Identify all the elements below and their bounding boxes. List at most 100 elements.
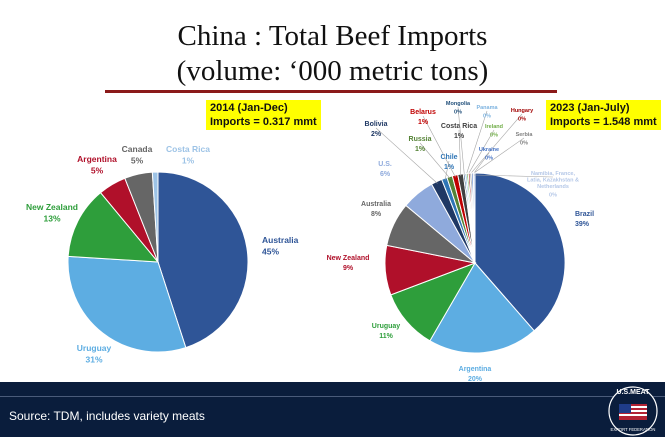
leader-line-serbia <box>470 137 525 176</box>
slice-pct-russia: 1% <box>415 146 426 153</box>
slice-label-text: Serbia <box>516 132 534 138</box>
slice-label-text: Argentina <box>459 366 492 373</box>
pie-slice-brazil <box>474 172 566 332</box>
slice-label-belarus: Belarus 1% <box>410 109 436 126</box>
chart-2014-period: 2014 (Jan-Dec) <box>210 102 288 114</box>
slice-pct-argentina: 20% <box>468 376 483 382</box>
pie-2023: Brazil 39% Argentina 20% Uruguay 11% New Zeala… <box>327 101 595 382</box>
slice-label-text: Uruguay <box>77 343 112 353</box>
slice-label-text: Canada <box>122 144 153 154</box>
slice-label-hungary: Hungary 0% <box>511 108 534 123</box>
leader-line-hungary <box>469 113 523 176</box>
leader-line-ukraine <box>472 152 490 176</box>
slice-pct-argentina: 5% <box>91 166 104 176</box>
slice-pct-new-zealand: 9% <box>343 265 354 272</box>
slice-label-argentina: Argentina 5% <box>77 154 117 176</box>
chart-2023-note: 2023 (Jan-July) Imports = 1.548 mmt <box>546 100 661 130</box>
pie-slice-uruguay <box>67 255 187 353</box>
slice-label-text: Chile <box>440 154 457 161</box>
page-title: China : Total Beef Imports <box>177 20 488 52</box>
slice-label-chile: Chile 1% <box>440 154 457 171</box>
leader-line-bolivia <box>375 127 438 184</box>
slice-label-australia: Australia 45% <box>262 235 299 257</box>
leader-line-mongolia <box>457 106 465 176</box>
slice-pct-chile: 1% <box>444 164 455 171</box>
slice-label-uruguay: Uruguay 11% <box>372 323 401 340</box>
slice-label-ukraine: Ukraine 0% <box>479 147 499 162</box>
slice-pct-ukraine: 0% <box>485 156 493 162</box>
slice-label-bolivia: Bolivia 2% <box>365 121 388 138</box>
leader-line-panama <box>465 110 488 176</box>
chart-2023-period: 2023 (Jan-July) <box>550 102 630 114</box>
chart-2014-note: 2014 (Jan-Dec) Imports = 0.317 mmt <box>206 100 321 130</box>
slice-label-text: Australia <box>361 201 391 208</box>
slice-label-text: Costa Rica <box>166 144 210 154</box>
logo-text-bottom: EXPORT FEDERATION <box>611 427 656 432</box>
slice-label-new-zealand: New Zealand 13% <box>26 202 78 224</box>
slice-label-brazil: Brazil 39% <box>575 211 594 228</box>
pie-slice-costa-rica <box>151 171 159 263</box>
pie-slice-new-zealand <box>67 191 160 263</box>
slice-label-text: New Zealand <box>327 255 370 262</box>
slice-label-text: Ireland <box>485 124 503 130</box>
slice-pct-costa-rica: 1% <box>182 156 195 166</box>
slice-pct-uruguay: 11% <box>379 333 393 340</box>
slice-label-text: Latia, Kazakhstan & <box>527 178 579 184</box>
slice-label-text: Namibia, France, <box>531 171 575 177</box>
logo-text-top: U.S.MEAT <box>617 389 651 396</box>
slice-label-namibia-france-latia-kazakhstan-netherlands: Namibia, France, Latia, Kazakhstan & Nethe… <box>527 171 579 199</box>
slice-label-text: Panama <box>476 105 498 111</box>
slice-pct-australia: 45% <box>262 247 279 257</box>
leader-line-namibia-france-latia-kazakhstan-netherlands <box>474 174 554 178</box>
slice-pct-hungary: 0% <box>518 117 526 123</box>
slice-pct-serbia: 0% <box>520 141 528 147</box>
leader-line-costa-rica <box>458 129 462 177</box>
slice-label-text: Costa Rica <box>441 123 477 130</box>
slice-pct-canada: 5% <box>131 156 144 166</box>
source-note: Source: TDM, includes variety meats <box>9 409 205 423</box>
pie-slice-australia <box>157 171 249 349</box>
footer-divider <box>0 396 665 397</box>
slice-label-canada: Canada 5% <box>122 144 153 166</box>
slice-label-costa-rica: Costa Rica 1% <box>441 123 477 140</box>
slice-label-costa-rica: Costa Rica 1% <box>166 144 210 166</box>
slice-pct-panama: 0% <box>483 114 491 120</box>
slice-label-text: Russia <box>409 136 432 143</box>
slice-label-text: Australia <box>262 235 299 245</box>
slice-label-text: Uruguay <box>372 323 401 330</box>
slice-label-ireland: Ireland 0% <box>485 124 503 139</box>
slice-label-text: Ukraine <box>479 147 499 153</box>
leader-line-belarus <box>422 115 456 178</box>
slice-label-text: Mongolia <box>446 101 471 107</box>
pie-charts: Australia 45% Uruguay 31% New Zealand 13% Arge… <box>26 101 595 382</box>
slice-label-text: New Zealand <box>26 202 78 212</box>
leader-line-ireland <box>467 129 495 176</box>
slice-label-text: Argentina <box>77 154 117 164</box>
slice-pct-costa-rica: 1% <box>454 133 465 140</box>
slice-pct-mongolia: 0% <box>454 110 462 116</box>
slice-label-mongolia: Mongolia 0% <box>446 101 471 116</box>
slice-label-panama: Panama 0% <box>476 105 498 120</box>
slice-pct-belarus: 1% <box>418 119 429 126</box>
slice-label-new-zealand: New Zealand 9% <box>327 255 370 272</box>
slice-pct-bolivia: 2% <box>371 131 382 138</box>
slice-label-argentina: Argentina 20% <box>459 366 492 382</box>
pie-slice-argentina <box>429 262 535 354</box>
page-subtitle: (volume: ‘000 metric tons) <box>176 55 489 87</box>
slice-label-australia: Australia 8% <box>361 201 391 218</box>
slice-pct-brazil: 39% <box>575 221 590 228</box>
slice-pct-australia: 8% <box>371 211 382 218</box>
chart-2023-total: Imports = 1.548 mmt <box>550 116 657 128</box>
footer-bar <box>0 382 665 437</box>
slice-label-text: U.S. <box>378 161 392 168</box>
slice-pct-u-s: 6% <box>380 171 391 178</box>
leader-line-russia <box>419 142 451 179</box>
pie-slice-namibia-france-latia-kazakhstan-netherlands <box>472 172 476 264</box>
slice-label-text: Netherlands <box>537 184 569 190</box>
slice-label-text: Brazil <box>575 211 594 218</box>
slice-pct-new-zealand: 13% <box>43 214 60 224</box>
slice-label-text: Bolivia <box>365 121 388 128</box>
usmef-logo: U.S.MEAT EXPORT FEDERATION <box>608 386 658 436</box>
slice-label-text: Belarus <box>410 109 436 116</box>
chart-2014-total: Imports = 0.317 mmt <box>210 116 317 128</box>
